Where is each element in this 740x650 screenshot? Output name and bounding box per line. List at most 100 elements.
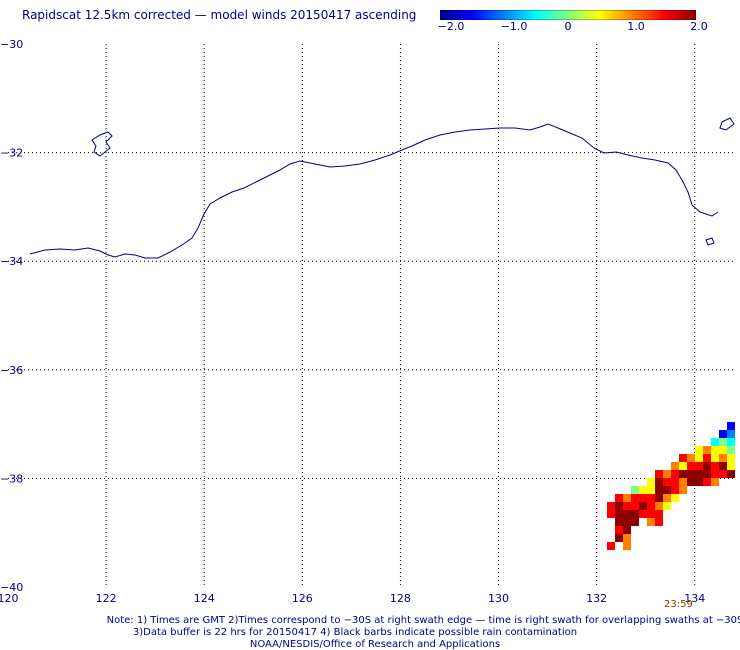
swath-cell xyxy=(695,462,703,470)
swath-cell xyxy=(623,510,631,518)
swath-cell xyxy=(655,494,663,502)
lat-tick-label: −34 xyxy=(0,255,23,268)
swath-cell xyxy=(727,446,735,454)
swath-cell xyxy=(695,454,703,462)
swath-cell xyxy=(639,510,647,518)
swath-cell xyxy=(623,542,631,550)
swath-cell xyxy=(687,470,695,478)
coastline xyxy=(29,123,719,259)
colorbar-label: −2.0 xyxy=(437,20,465,33)
lat-tick-label: −36 xyxy=(0,364,23,377)
swath-cell xyxy=(727,422,735,430)
swath-cell xyxy=(695,446,703,454)
lat-tick-label: −40 xyxy=(0,581,23,594)
swath-cell xyxy=(671,486,679,494)
swath-cell xyxy=(615,526,623,534)
swath-cell xyxy=(623,494,631,502)
island xyxy=(705,237,715,246)
swath-cell xyxy=(687,454,695,462)
swath-cell xyxy=(703,454,711,462)
swath-cell xyxy=(727,470,735,478)
island xyxy=(719,117,735,131)
swath-cell xyxy=(647,510,655,518)
swath-cell xyxy=(703,446,711,454)
island xyxy=(91,131,113,157)
swath-cell xyxy=(679,470,687,478)
swath-cell xyxy=(647,486,655,494)
swath-cell xyxy=(679,462,687,470)
swath-cell xyxy=(679,486,687,494)
swath-cell xyxy=(679,478,687,486)
lon-tick-label: 134 xyxy=(684,592,705,605)
swath-cell xyxy=(671,470,679,478)
swath-cell xyxy=(631,502,639,510)
swath-cell xyxy=(703,462,711,470)
swath-cell xyxy=(615,502,623,510)
colorbar-label: 0 xyxy=(564,20,572,33)
swath-cell xyxy=(711,454,719,462)
swath-cell xyxy=(607,510,615,518)
lon-tick-label: 122 xyxy=(96,592,117,605)
swath-cell xyxy=(647,494,655,502)
swath-cell xyxy=(655,502,663,510)
swath-cell xyxy=(647,478,655,486)
swath-cell xyxy=(727,430,735,438)
swath-cell xyxy=(663,486,671,494)
swath-cell xyxy=(631,510,639,518)
colorbar-label: −1.0 xyxy=(500,20,528,33)
swath-cell xyxy=(607,542,615,550)
note-line-2: 3)Data buffer is 22 hrs for 20150417 4) … xyxy=(132,627,578,638)
swath-cell xyxy=(631,494,639,502)
lon-tick-label: 128 xyxy=(390,592,411,605)
swath-cell xyxy=(695,470,703,478)
swath-cell xyxy=(711,470,719,478)
swath-cell xyxy=(663,478,671,486)
colorbar-label: 1.0 xyxy=(627,20,645,33)
swath-cell xyxy=(607,502,615,510)
swath-cell xyxy=(719,454,727,462)
swath-cell xyxy=(631,518,639,526)
swath-cell xyxy=(687,462,695,470)
swath-cell xyxy=(671,462,679,470)
lat-tick-label: −30 xyxy=(0,38,23,51)
colorbar-gradient xyxy=(440,10,696,20)
swath-cell xyxy=(615,534,623,542)
swath-cell xyxy=(623,518,631,526)
map-title: Rapidscat 12.5km corrected — model winds… xyxy=(22,8,417,22)
axis-labels: 120 122 124 126 128 130 132 134 −30 −32 −34 −36 −38 −… xyxy=(0,38,705,605)
swath-cell xyxy=(615,510,623,518)
wind-swath xyxy=(607,422,735,550)
swath-cell xyxy=(623,534,631,542)
swath-cell xyxy=(655,470,663,478)
swath-cell xyxy=(719,430,727,438)
swath-cell xyxy=(639,494,647,502)
note-line-3: NOAA/NESDIS/Office of Research and Appli… xyxy=(249,639,501,650)
swath-cell xyxy=(719,438,727,446)
swath-cell xyxy=(663,470,671,478)
swath-cell xyxy=(663,502,671,510)
swath-cell xyxy=(703,478,711,486)
swath-cell xyxy=(647,518,655,526)
swath-cell xyxy=(711,462,719,470)
swath-cell xyxy=(703,470,711,478)
swath-cell xyxy=(727,454,735,462)
swath-cell xyxy=(655,478,663,486)
swath-cell xyxy=(647,502,655,510)
swath-cell xyxy=(615,518,623,526)
swath-cell xyxy=(655,486,663,494)
lat-tick-label: −38 xyxy=(0,472,23,485)
swath-time: 23:59 xyxy=(664,599,693,610)
swath-cell xyxy=(671,494,679,502)
swath-cell xyxy=(623,502,631,510)
swath-cell xyxy=(663,494,671,502)
swath-cell xyxy=(711,446,719,454)
swath-cell xyxy=(727,462,735,470)
swath-cell xyxy=(631,486,639,494)
colorbar-label: 2.0 xyxy=(690,20,708,33)
swath-cell xyxy=(655,510,663,518)
swath-cell xyxy=(695,478,703,486)
swath-cell xyxy=(719,462,727,470)
swath-cell xyxy=(719,470,727,478)
swath-cell xyxy=(639,502,647,510)
